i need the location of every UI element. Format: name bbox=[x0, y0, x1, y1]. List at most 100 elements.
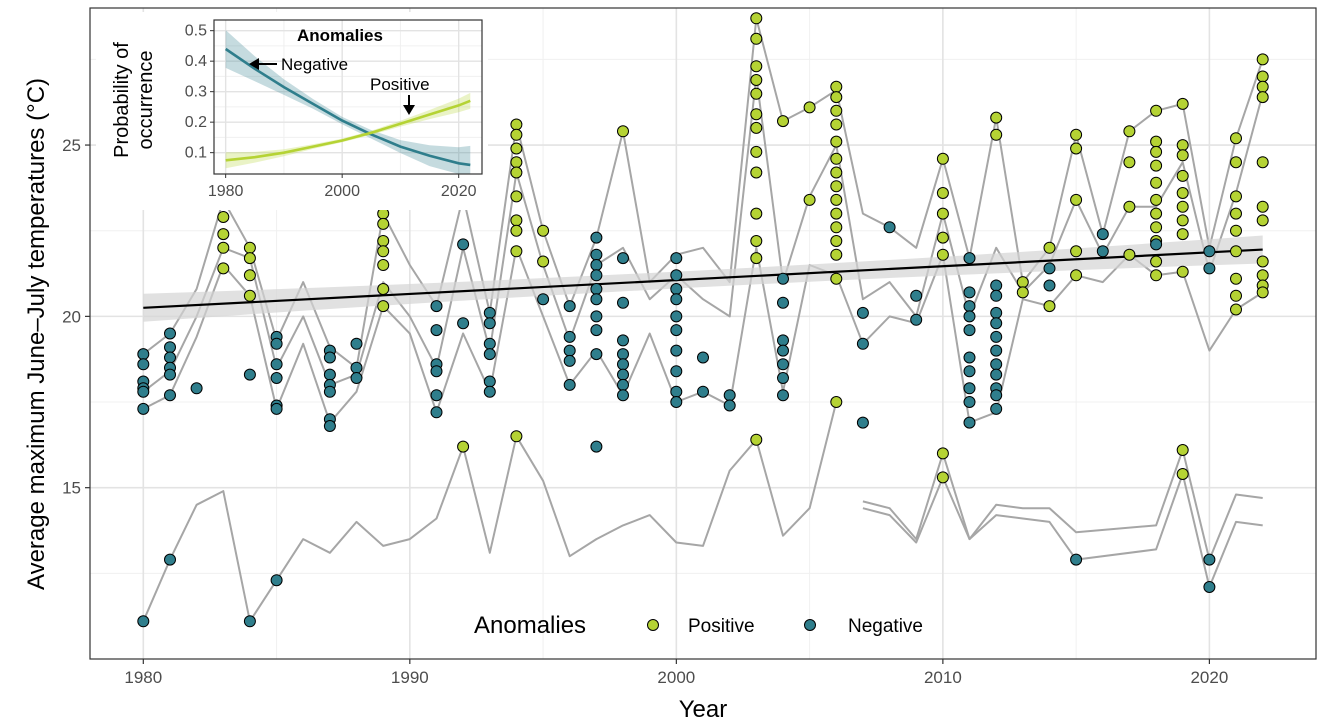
y-tick-label: 20 bbox=[62, 307, 81, 326]
negative-anomaly-point bbox=[563, 300, 576, 313]
positive-anomaly-point bbox=[217, 228, 230, 241]
negative-anomaly-point bbox=[164, 351, 176, 364]
positive-anomaly-point bbox=[750, 235, 763, 247]
positive-anomaly-point bbox=[1230, 272, 1242, 285]
positive-anomaly-point bbox=[1176, 169, 1189, 182]
negative-anomaly-point bbox=[777, 358, 789, 371]
negative-anomaly-point bbox=[1203, 553, 1216, 566]
legend-negative-marker bbox=[804, 619, 816, 631]
negative-anomaly-point bbox=[483, 385, 496, 398]
positive-anomaly-point bbox=[750, 166, 763, 179]
positive-anomaly-point bbox=[1230, 190, 1242, 203]
inset-x-tick-label: 2000 bbox=[324, 183, 360, 200]
negative-anomaly-point bbox=[590, 283, 603, 295]
negative-annotation: Negative bbox=[249, 55, 348, 74]
negative-anomaly-point bbox=[483, 337, 496, 350]
positive-anomaly-point bbox=[1176, 200, 1189, 213]
positive-anomaly-point bbox=[1150, 221, 1163, 234]
negative-anomaly-point bbox=[617, 334, 629, 347]
positive-anomaly-point bbox=[936, 152, 949, 165]
positive-anomaly-point bbox=[1256, 200, 1269, 213]
positive-anomaly-point bbox=[803, 101, 816, 114]
negative-anomaly-point bbox=[350, 337, 363, 350]
positive-anomaly-point bbox=[510, 142, 523, 155]
positive-anomaly-point bbox=[1150, 145, 1163, 158]
negative-anomaly-point bbox=[963, 365, 976, 378]
negative-anomaly-point bbox=[590, 293, 603, 306]
positive-anomaly-point bbox=[1256, 91, 1269, 104]
negative-anomaly-point bbox=[670, 293, 683, 306]
positive-anomaly-point bbox=[510, 156, 523, 169]
positive-anomaly-point bbox=[1150, 269, 1163, 282]
negative-anomaly-point bbox=[1203, 245, 1216, 258]
positive-anomaly-point bbox=[377, 300, 390, 313]
positive-anomaly-point bbox=[1176, 265, 1189, 278]
positive-anomaly-point bbox=[243, 289, 256, 302]
positive-anomaly-point bbox=[1256, 269, 1269, 282]
positive-anomaly-point bbox=[1070, 128, 1083, 141]
positive-anomaly-point bbox=[217, 241, 230, 254]
negative-anomaly-point bbox=[910, 289, 923, 302]
negative-anomaly-point bbox=[617, 252, 629, 265]
negative-arrowhead bbox=[249, 58, 259, 70]
inset-y-tick-label: 0.3 bbox=[185, 84, 207, 101]
negative-anomaly-point bbox=[990, 344, 1003, 357]
positive-annotation: Positive bbox=[370, 75, 430, 115]
negative-anomaly-point bbox=[990, 330, 1003, 343]
negative-anomaly-point bbox=[430, 300, 443, 313]
negative-anomaly-point bbox=[1070, 553, 1083, 566]
positive-anomaly-point bbox=[1176, 149, 1189, 162]
positive-anomaly-point bbox=[510, 118, 523, 131]
negative-anomaly-point bbox=[856, 337, 869, 350]
negative-anomaly-point bbox=[590, 231, 603, 244]
legend-positive-label: Positive bbox=[688, 616, 755, 637]
negative-anomaly-point bbox=[990, 389, 1003, 402]
negative-anomaly-point bbox=[350, 372, 363, 384]
negative-anomaly-point bbox=[963, 324, 976, 337]
positive-anomaly-point bbox=[1230, 207, 1242, 220]
inset-chart: 0.1 0.2 0.3 0.4 0.5 1980 2000 2020 Anomalies Pr… bbox=[96, 12, 488, 210]
positive-anomaly-point bbox=[830, 207, 843, 220]
negative-anomaly-point bbox=[430, 406, 443, 419]
negative-anomaly-point bbox=[483, 306, 496, 319]
positive-anomaly-point bbox=[1150, 207, 1163, 220]
negative-anomaly-point bbox=[617, 378, 629, 391]
positive-anomaly-point bbox=[510, 245, 523, 258]
negative-anomaly-point bbox=[164, 553, 176, 566]
positive-anomaly-point bbox=[537, 255, 550, 268]
negative-anomaly-point bbox=[777, 389, 789, 402]
positive-anomaly-point bbox=[750, 433, 763, 446]
negative-anomaly-point bbox=[963, 396, 976, 408]
negative-anomaly-point bbox=[617, 358, 629, 371]
negative-anomaly-point bbox=[963, 252, 976, 265]
positive-anomaly-point bbox=[936, 231, 949, 244]
positive-anomaly-point bbox=[510, 214, 523, 227]
positive-anomaly-point bbox=[830, 152, 843, 165]
negative-anomaly-point bbox=[323, 368, 336, 381]
positive-anomaly-point bbox=[1123, 125, 1136, 138]
negative-anomaly-point bbox=[164, 327, 176, 340]
negative-anomaly-point bbox=[1043, 262, 1056, 275]
negative-anomaly-point bbox=[563, 378, 576, 391]
negative-anomaly-point bbox=[164, 368, 176, 381]
positive-anomaly-point bbox=[1150, 104, 1163, 117]
negative-annotation-label: Negative bbox=[281, 55, 348, 74]
positive-anomaly-point bbox=[217, 211, 230, 223]
negative-anomaly-point bbox=[777, 272, 789, 285]
positive-anomaly-point bbox=[1150, 176, 1163, 189]
positive-anomaly-point bbox=[936, 447, 949, 460]
negative-anomaly-point bbox=[270, 358, 283, 371]
positive-anomaly-point bbox=[750, 108, 763, 121]
negative-anomaly-point bbox=[537, 293, 550, 306]
positive-anomaly-point bbox=[830, 221, 843, 234]
negative-anomaly-point bbox=[617, 368, 629, 381]
negative-anomaly-point bbox=[963, 310, 976, 323]
positive-anomaly-point bbox=[457, 440, 470, 453]
negative-anomaly-point bbox=[563, 354, 576, 367]
negative-anomaly-point bbox=[990, 368, 1003, 381]
positive-anomaly-point bbox=[830, 396, 843, 408]
positive-anomaly-point bbox=[1230, 245, 1242, 258]
inset-y-axis-title: Probability of occurrence bbox=[111, 42, 157, 158]
positive-anomaly-point bbox=[510, 128, 523, 141]
positive-anomaly-point bbox=[936, 471, 949, 484]
